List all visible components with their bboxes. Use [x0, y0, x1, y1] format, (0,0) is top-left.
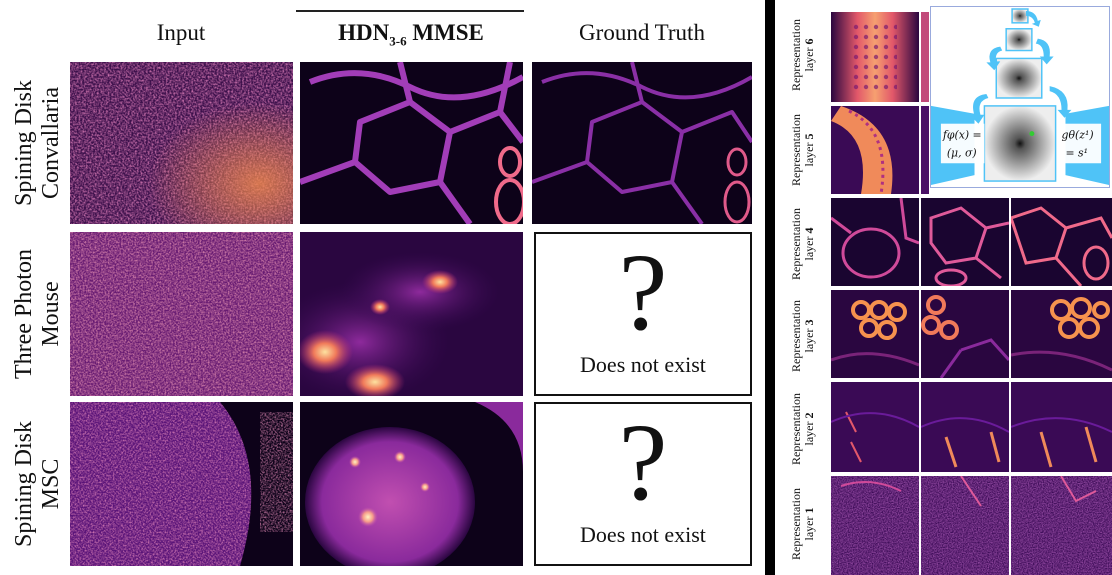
layer-num: 5 [802, 133, 817, 140]
ground-truth-missing-msc: ? Does not exist [534, 402, 752, 566]
layer5-sample [831, 106, 919, 194]
comparison-figure: Input HDN3-6 MMSE Ground Truth Spining D… [0, 0, 765, 575]
layer2-sample-1 [831, 382, 919, 472]
layer-prefix: layer [802, 236, 817, 261]
representation-word: Representation [789, 488, 804, 560]
layer-label-1: Representation layer 1 [777, 476, 829, 572]
layer-num: 1 [802, 507, 817, 514]
panel-divider [765, 0, 775, 575]
layer5-sample-2 [921, 106, 929, 194]
layer-num: 4 [802, 227, 817, 234]
layer-label-6: Representation layer 6 [777, 10, 829, 100]
input-image-convallaria [70, 62, 293, 224]
hdn-subscript: 3-6 [389, 33, 407, 49]
layer3-sample-1 [831, 290, 919, 378]
representation-word: Representation [789, 300, 804, 372]
column-header-ground-truth: Ground Truth [579, 20, 705, 45]
row-label-line1: Spining Disk [11, 420, 37, 548]
ground-truth-missing-mouse: ? Does not exist [534, 232, 752, 396]
layer-prefix: layer [802, 328, 817, 353]
layer4-sample-2 [921, 198, 1009, 286]
layer-num: 6 [802, 38, 817, 45]
layer3-sample-3 [1011, 290, 1112, 378]
row-label-line2: Convallaria [38, 87, 64, 199]
row-label-msc: Spining Disk MSC [8, 402, 68, 566]
missing-ground-truth-text: Does not exist [580, 352, 706, 377]
representation-word: Representation [789, 114, 804, 186]
layer-label-5: Representation layer 5 [777, 105, 829, 195]
decoder-formula: gθ(z¹) [1062, 129, 1094, 142]
row-label-mouse: Three Photon Mouse [8, 232, 68, 396]
input-image-mouse [70, 232, 293, 396]
column-header-input: Input [156, 20, 206, 45]
row-label-line1: Spining Disk [11, 79, 37, 207]
layer-label-3: Representation layer 3 [777, 292, 829, 380]
layer1-sample-2 [921, 476, 1009, 575]
layer-prefix: layer [802, 47, 817, 72]
layer6-sample [831, 12, 919, 102]
layer-prefix: layer [802, 421, 817, 446]
layer-prefix: layer [802, 142, 817, 167]
hdn-output-convallaria [300, 62, 523, 224]
layer-num: 3 [802, 319, 817, 326]
representation-word: Representation [789, 19, 804, 91]
encoder-arrow [986, 46, 1003, 71]
encoder-output: (μ, σ) [947, 146, 977, 159]
question-mark-icon: ? [618, 401, 668, 523]
header-rule [296, 10, 524, 12]
layer-label-4: Representation layer 4 [777, 200, 829, 288]
row-label-convallaria: Spining Disk Convallaria [8, 62, 68, 224]
layer3-sample-2 [921, 290, 1009, 378]
layer-prefix: layer [802, 516, 817, 541]
layer1-sample-1 [831, 476, 919, 575]
column-header-hdn: HDN3-6 MMSE [300, 20, 522, 50]
decoder-output: = s¹ [1065, 146, 1087, 159]
layer1-sample-3 [1011, 476, 1112, 575]
representation-figure: Representation layer 6 Representation laye… [775, 0, 1112, 575]
row-label-line2: Mouse [38, 281, 65, 347]
layer2-sample-2 [921, 382, 1009, 472]
ground-truth-convallaria [532, 62, 752, 224]
question-mark-icon: ? [618, 231, 668, 353]
hdn-suffix: MMSE [406, 20, 484, 45]
layer4-sample-1 [831, 198, 919, 286]
hdn-output-mouse [300, 232, 523, 396]
layer6-sample-2 [921, 12, 929, 102]
row-label-line1: Three Photon [11, 249, 38, 379]
missing-ground-truth-text: Does not exist [580, 522, 706, 547]
layer-num: 2 [802, 412, 817, 419]
input-image-msc [70, 402, 293, 566]
row-label-line2: MSC [38, 458, 64, 510]
encoder-formula: fφ(x) = [942, 129, 982, 142]
layer-label-2: Representation layer 2 [777, 384, 829, 474]
hierarchical-vae-schematic: fφ(x) = (μ, σ) gθ(z¹) = s¹ [930, 6, 1110, 188]
layer4-sample-3 [1011, 198, 1112, 286]
representation-word: Representation [789, 208, 804, 280]
layer2-sample-3 [1011, 382, 1112, 472]
hdn-output-msc [300, 402, 523, 566]
representation-word: Representation [789, 393, 804, 465]
hdn-label: HDN [338, 20, 390, 45]
